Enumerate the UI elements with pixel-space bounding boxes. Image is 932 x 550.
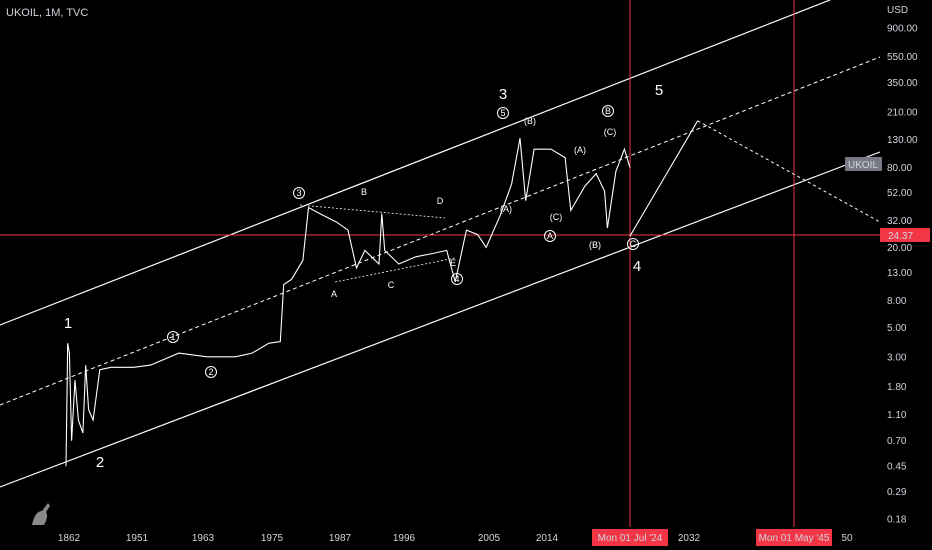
wave-circle-3 — [293, 187, 305, 199]
price-axis-tick: 32.00 — [887, 216, 912, 227]
wave-circled-C: C — [630, 239, 637, 249]
triangle-lower-line — [334, 257, 456, 283]
wave-label-4: 4 — [633, 258, 641, 275]
price-axis-tick: 550.00 — [887, 52, 918, 63]
price-axis-tick: 0.18 — [887, 515, 907, 526]
triangle-upper-line — [299, 204, 446, 219]
wave-abc-C: C — [388, 280, 395, 290]
price-axis-tick: 20.00 — [887, 243, 912, 254]
current-price-label: 24.37 — [888, 231, 913, 242]
time-axis-tick: 1951 — [126, 533, 149, 544]
wave-circle-1 — [167, 331, 179, 343]
wave-abc-A: A — [331, 289, 337, 299]
wave-circled-1: 1 — [170, 332, 175, 342]
wave-label-3: 3 — [499, 86, 507, 103]
price-axis-currency: USD — [887, 5, 908, 16]
price-axis-tick: 13.00 — [887, 268, 912, 279]
wave-label-2: 2 — [96, 454, 104, 471]
price-axis-tick: 52.00 — [887, 188, 912, 199]
wave-circle-5 — [497, 107, 509, 119]
wave-circled-letter-circle — [544, 230, 556, 242]
wave-paren-label: (A) — [500, 204, 512, 214]
wave-circle-4 — [451, 273, 463, 285]
wave-paren-label: (B) — [524, 116, 536, 126]
time-axis-tick: 1975 — [261, 533, 284, 544]
wave-abc-E: E — [450, 258, 456, 268]
wave-paren-label: (C) — [604, 127, 617, 137]
price-axis-tick: 8.00 — [887, 296, 907, 307]
price-axis-tick: 3.00 — [887, 352, 907, 363]
price-axis-tick: 1.10 — [887, 410, 907, 421]
price-axis-tick: 350.00 — [887, 78, 918, 89]
wave-circled-letter-circle — [602, 105, 614, 117]
price-axis-bg — [880, 0, 932, 550]
crosshair-time-label: Mon 01 May '45 — [759, 533, 830, 544]
time-axis-tick: 1862 — [58, 533, 81, 544]
wave-circled-2: 2 — [208, 367, 213, 377]
price-axis-tick: 900.00 — [887, 24, 918, 35]
time-axis-tick: 2032 — [678, 533, 701, 544]
wave-circled-B: B — [605, 106, 611, 116]
channel-line-0 — [0, 0, 831, 326]
tradingview-logo-icon — [32, 503, 50, 525]
time-axis-tick: 50 — [841, 533, 853, 544]
price-axis-tick: 5.00 — [887, 323, 907, 334]
symbol-header: UKOIL, 1M, TVC — [6, 7, 89, 19]
wave-circled-4: 4 — [454, 274, 459, 284]
wave-label-5: 5 — [655, 82, 663, 99]
price-axis-tick: 0.45 — [887, 462, 907, 473]
crosshair-time-label-bg — [592, 529, 668, 546]
time-axis-tick: 2005 — [478, 533, 501, 544]
current-price-label-bg — [880, 228, 930, 242]
price-axis-tick: 130.00 — [887, 135, 918, 146]
wave-paren-label: (A) — [574, 145, 586, 155]
time-axis-tick: 1963 — [192, 533, 215, 544]
wave-paren-label: (B) — [589, 240, 601, 250]
price-axis-tick: 80.00 — [887, 163, 912, 174]
crosshair-time-label: Mon 01 Jul '24 — [598, 533, 663, 544]
time-axis-tick: 1996 — [393, 533, 416, 544]
crosshair-time-label-bg — [756, 529, 832, 546]
projection-wave5-line — [629, 120, 699, 237]
wave-abc-D: D — [437, 196, 444, 206]
wave-paren-label: (C) — [550, 212, 563, 222]
time-axis-tick: 1987 — [329, 533, 352, 544]
price-line — [65, 138, 631, 467]
price-axis-tick: 1.80 — [887, 382, 907, 393]
wave-abc-B: B — [361, 187, 367, 197]
time-axis-tick: 2014 — [536, 533, 559, 544]
channel-line-1 — [0, 151, 881, 488]
wave-label-1: 1 — [64, 315, 72, 332]
wave-circled-letter-circle — [627, 238, 639, 250]
price-axis-tick: 0.29 — [887, 487, 907, 498]
wave-circle-2 — [205, 366, 217, 378]
price-axis-tick: 0.70 — [887, 436, 907, 447]
wave-circled-A: A — [547, 231, 553, 241]
channel-midline — [0, 56, 881, 406]
symbol-badge-bg — [845, 157, 882, 171]
wave-circled-3: 3 — [296, 188, 301, 198]
wave-circled-5: 5 — [500, 108, 505, 118]
symbol-badge: UKOIL — [848, 160, 878, 171]
price-axis-tick: 210.00 — [887, 107, 918, 118]
